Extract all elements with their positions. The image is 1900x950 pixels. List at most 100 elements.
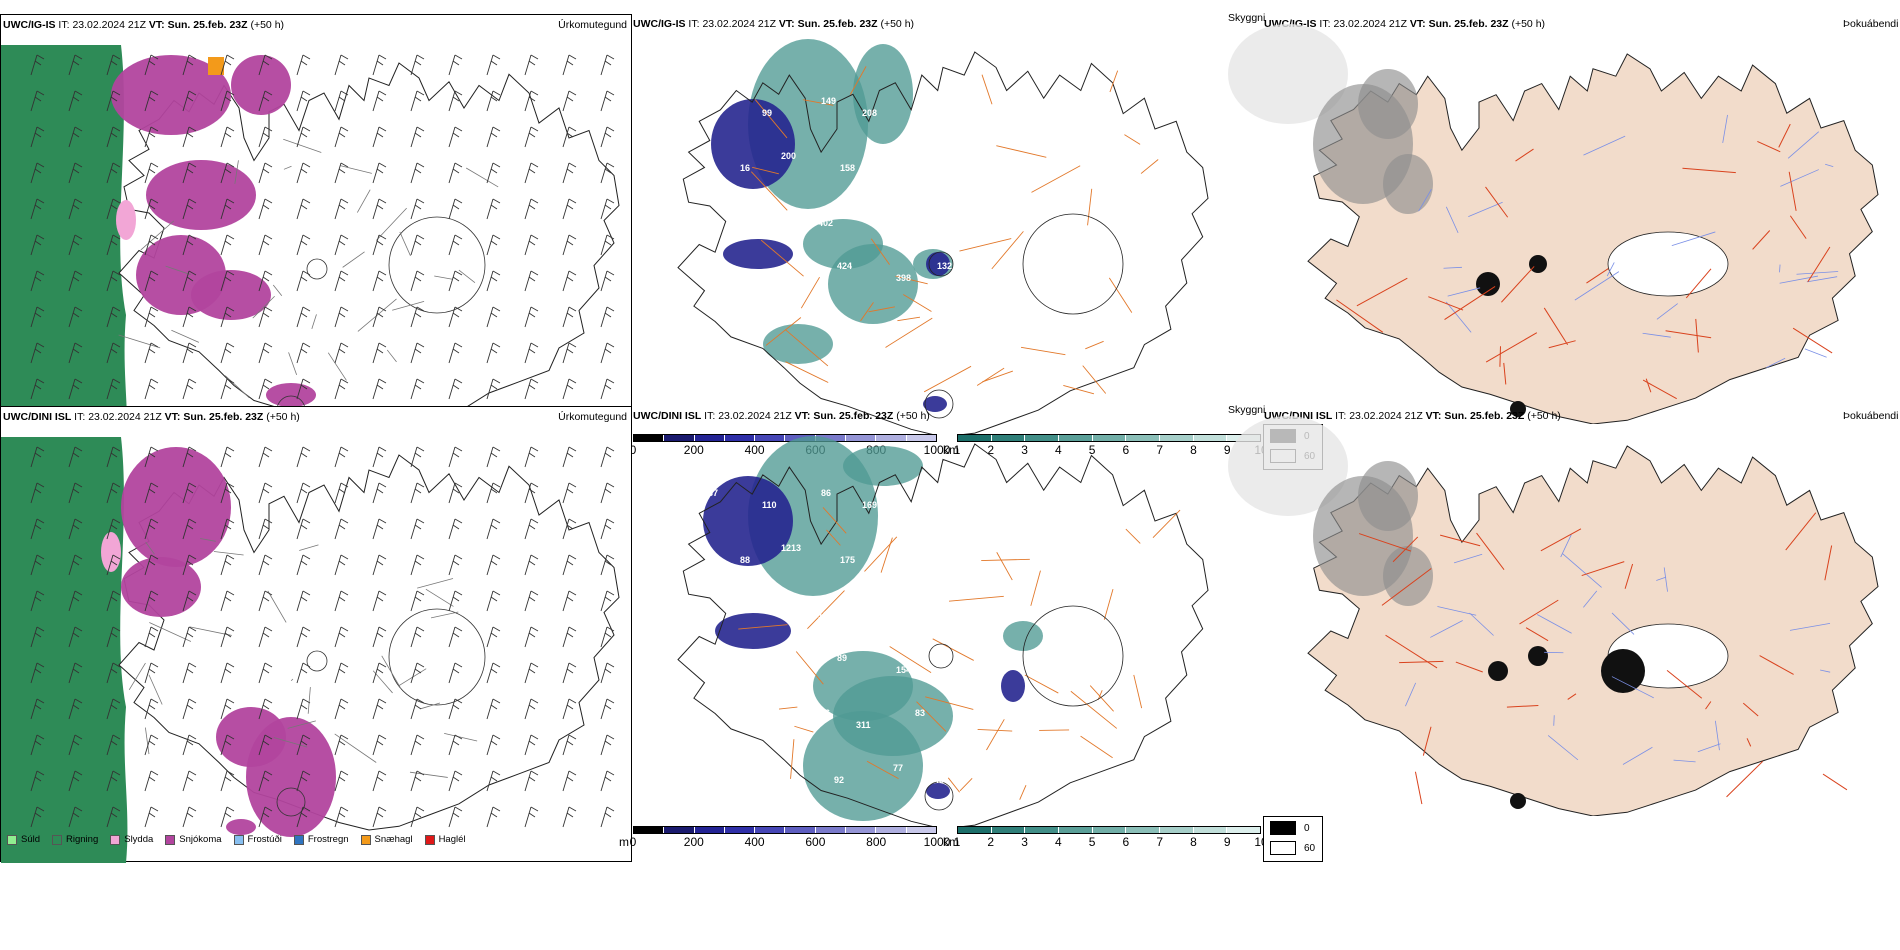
wind-barb: [562, 162, 577, 184]
cloud-base-label: 99: [756, 665, 766, 675]
wind-barb: [106, 198, 121, 220]
cloud-base-label: 92: [834, 775, 844, 785]
colorbar-tick: 3: [1021, 443, 1028, 457]
wind-barb: [106, 270, 121, 292]
legend-label: Haglél: [438, 834, 466, 845]
road-line: [1752, 230, 1771, 250]
snow-pellet-area: [208, 57, 224, 75]
river-line: [1536, 614, 1572, 634]
cloud-base-label: 200: [781, 151, 796, 161]
wind-barb: [296, 482, 311, 504]
wind-barb: [220, 698, 235, 720]
lead-time: (+50 h): [266, 411, 300, 423]
wind-barb: [182, 270, 197, 292]
wind-barb: [30, 270, 45, 292]
coastline: [677, 51, 1209, 434]
wind-barb: [524, 770, 539, 792]
cloud-base-label: 142: [940, 555, 955, 565]
river-line: [1453, 553, 1483, 564]
road-line: [372, 670, 393, 694]
road-line: [868, 306, 895, 313]
road-line: [1063, 384, 1095, 395]
model-name: UWC/IG-IS: [3, 19, 56, 31]
road-line: [1385, 634, 1438, 669]
cloud-base-label: 154: [734, 720, 749, 730]
wind-barb: [106, 770, 121, 792]
wind-barb: [448, 590, 463, 612]
wind-barb: [182, 162, 197, 184]
road-line: [1089, 685, 1114, 712]
cloud-base-label: 99: [762, 108, 772, 118]
road-line: [959, 778, 973, 792]
wind-barb: [182, 482, 197, 504]
wind-barb: [600, 234, 615, 256]
road-line: [860, 302, 874, 322]
road-line: [1428, 296, 1464, 311]
wind-barb: [68, 806, 83, 828]
road-line: [273, 737, 308, 748]
colorbar-segment: [1126, 435, 1161, 441]
wind-barb: [410, 90, 425, 112]
wind-barb: [372, 662, 387, 684]
visibility-label: 0: [1304, 822, 1310, 834]
wind-barb: [296, 518, 311, 540]
road-line: [981, 370, 1013, 383]
road-line: [145, 541, 155, 555]
road-line: [234, 160, 239, 184]
wind-barb: [258, 198, 273, 220]
wind-barb: [258, 770, 273, 792]
wind-barb: [486, 234, 501, 256]
road-line: [1726, 761, 1764, 798]
wind-barb: [106, 234, 121, 256]
wind-barb: [220, 270, 235, 292]
wind-barb: [182, 698, 197, 720]
wind-barb: [372, 446, 387, 468]
wind-barb: [334, 446, 349, 468]
road-line: [1515, 148, 1534, 162]
road-line: [885, 317, 933, 348]
wind-barb: [372, 378, 387, 400]
wind-barb: [524, 90, 539, 112]
cloud-base-label: 114: [940, 163, 955, 173]
colorbar-segment: [664, 827, 695, 833]
wind-barb: [144, 734, 159, 756]
init-time: 23.02.2024 21Z: [1333, 18, 1407, 30]
wind-barb: [562, 590, 577, 612]
wind-barb: [600, 90, 615, 112]
wind-barb: [600, 554, 615, 576]
wind-barb: [30, 698, 45, 720]
colorbar-unit: km: [943, 443, 959, 457]
wind-barb: [220, 590, 235, 612]
wind-barb: [372, 126, 387, 148]
init-time-label: IT:: [688, 18, 700, 30]
wind-barb: [562, 306, 577, 328]
road-line: [1695, 318, 1699, 353]
colorbar-segment: [846, 435, 877, 441]
wind-barb: [372, 482, 387, 504]
road-line: [866, 760, 899, 780]
wind-barb: [486, 806, 501, 828]
wind-barb: [258, 306, 273, 328]
river-line: [1663, 567, 1668, 592]
wind-barb: [334, 806, 349, 828]
road-line: [1548, 340, 1576, 349]
legend-label: Snæhagl: [374, 834, 413, 845]
wind-barb: [334, 342, 349, 364]
wind-barb: [68, 662, 83, 684]
colorbar-segment: [906, 827, 936, 833]
road-line: [200, 538, 216, 542]
cloud-base-panel: UWC/IG-IS IT: 23.02.2024 21Z VT: Sun. 25…: [619, 14, 1268, 470]
road-line: [1785, 512, 1817, 551]
wind-barb: [600, 698, 615, 720]
wind-barb: [372, 54, 387, 76]
road-line: [357, 298, 397, 332]
wind-barb: [30, 90, 45, 112]
wind-barb: [258, 162, 273, 184]
road-line: [307, 687, 311, 714]
colorbar-segment: [1193, 827, 1228, 833]
wind-barb: [144, 54, 159, 76]
legend-swatch: [233, 834, 244, 845]
colorbar-unit: km: [943, 835, 959, 849]
wind-barb: [68, 270, 83, 292]
cloud-base-label: 208: [862, 108, 877, 118]
